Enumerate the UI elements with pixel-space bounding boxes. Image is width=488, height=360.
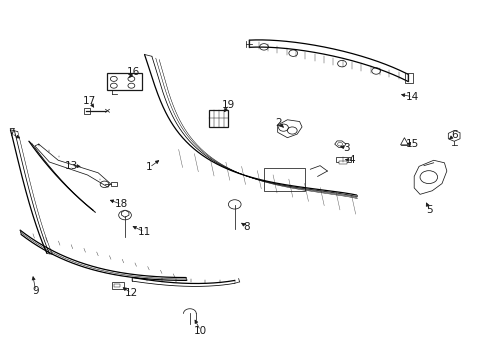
Polygon shape [447,131,459,141]
Bar [83,108,90,114]
Text: 13: 13 [64,161,78,171]
Polygon shape [413,160,446,194]
FancyBboxPatch shape [264,168,305,192]
Polygon shape [400,138,407,145]
Bar [114,284,120,287]
Text: 18: 18 [115,199,128,210]
Text: 3: 3 [343,143,349,153]
Text: 7: 7 [8,129,15,138]
Text: 19: 19 [222,100,235,110]
Text: 14: 14 [405,92,419,102]
Bar [335,157,350,162]
Polygon shape [334,141,345,147]
Bar [107,73,142,90]
Polygon shape [277,120,302,138]
Text: 15: 15 [405,139,419,149]
Text: 11: 11 [138,227,151,237]
Text: 8: 8 [243,222,250,231]
Bar [111,182,117,186]
Text: 12: 12 [124,288,138,298]
Text: 16: 16 [126,67,140,77]
Text: 2: 2 [275,118,282,128]
Bar [338,161,346,163]
Text: 4: 4 [348,155,354,165]
Text: 9: 9 [32,286,39,296]
Bar [112,282,124,289]
Text: 1: 1 [146,162,152,172]
Text: 5: 5 [426,206,432,216]
Bar [209,110,227,127]
Polygon shape [122,210,129,217]
Text: 10: 10 [194,325,207,336]
Text: 6: 6 [450,130,457,140]
Text: 17: 17 [82,96,96,106]
